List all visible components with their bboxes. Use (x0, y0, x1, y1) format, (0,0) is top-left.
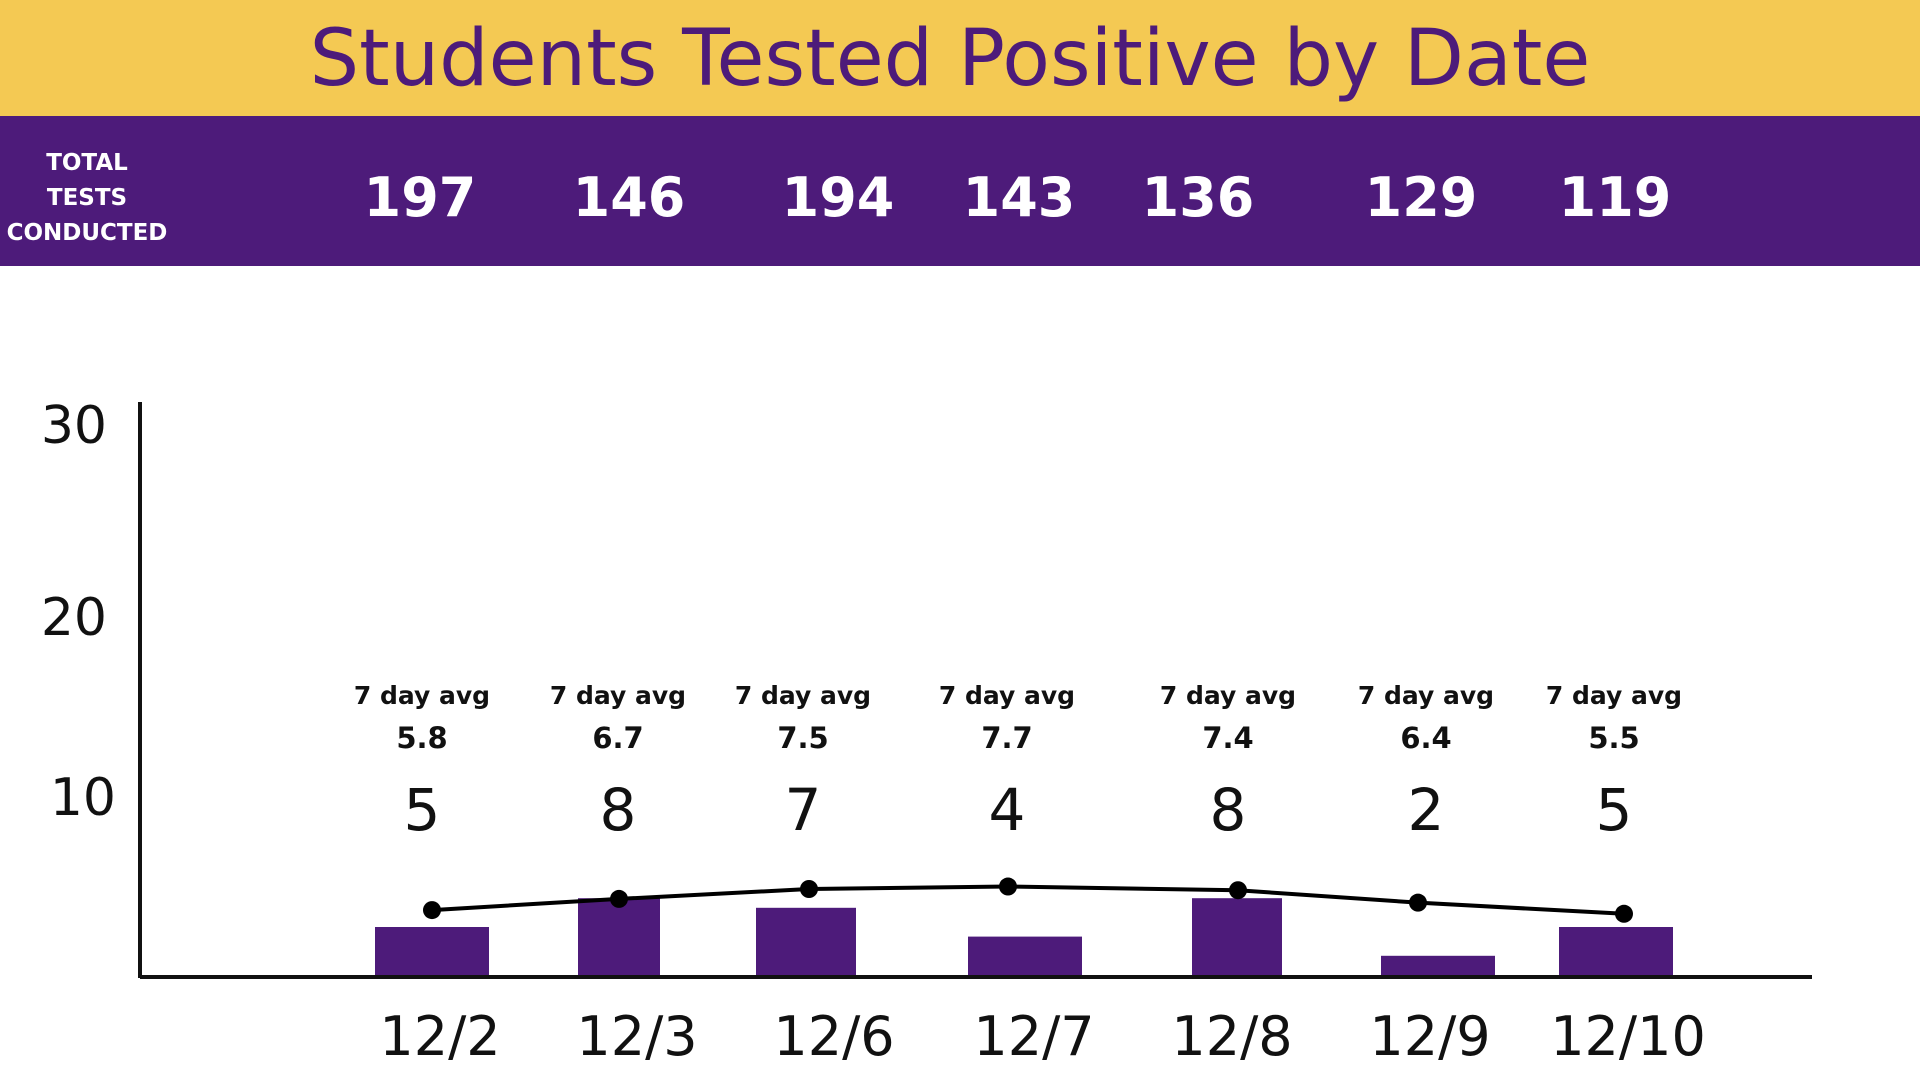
test-count-12-7: 143 (962, 166, 1076, 229)
x-tick-12-3: 12/3 (576, 1005, 697, 1068)
test-count-12-2: 197 (363, 166, 477, 229)
x-tick-12-6: 12/6 (773, 1005, 894, 1068)
positive-value-12-7: 4 (989, 776, 1026, 844)
avg-label-12-3: 7 day avg (550, 681, 686, 710)
avg-value-12-7: 7.7 (981, 721, 1032, 755)
x-tick-12-7: 12/7 (973, 1005, 1094, 1068)
avg-label-12-6: 7 day avg (735, 681, 871, 710)
avg-value-12-3: 6.7 (592, 721, 643, 755)
tests-label-line-2: TESTS (46, 185, 128, 211)
avg-point-12-8 (1229, 881, 1247, 900)
positive-value-12-10: 5 (1596, 776, 1633, 844)
avg-label-12-7: 7 day avg (939, 681, 1075, 710)
test-count-12-8: 136 (1141, 166, 1255, 229)
bar-12-7 (968, 936, 1082, 975)
positive-value-12-8: 8 (1210, 776, 1247, 844)
test-count-12-3: 146 (572, 166, 686, 229)
x-tick-12-2: 12/2 (379, 1005, 500, 1068)
x-tick-12-10: 12/10 (1550, 1005, 1706, 1068)
avg-point-12-3 (610, 889, 628, 908)
positive-value-12-2: 5 (404, 776, 441, 844)
chart-title: Students Tested Positive by Date (309, 14, 1591, 104)
avg-point-12-6 (800, 880, 818, 898)
avg-value-12-8: 7.4 (1202, 721, 1253, 755)
avg-label-12-9: 7 day avg (1358, 681, 1494, 710)
tests-label-line-1: TOTAL (46, 150, 128, 176)
bar-12-3 (578, 898, 660, 975)
avg-value-12-10: 5.5 (1588, 721, 1639, 755)
y-tick-label: 20 (41, 588, 107, 648)
positive-value-12-6: 7 (785, 776, 822, 844)
tests-label: TOTAL TESTS CONDUCTED (4, 146, 170, 251)
bar-12-6 (756, 907, 856, 975)
avg-value-12-6: 7.5 (777, 721, 828, 755)
y-tick-label: 30 (41, 396, 107, 456)
tests-label-line-3: CONDUCTED (6, 220, 168, 246)
x-tick-12-8: 12/8 (1171, 1005, 1292, 1068)
avg-point-12-2 (423, 901, 441, 920)
title-banner (0, 0, 1920, 116)
tests-banner (0, 116, 1920, 266)
bar-12-2 (375, 927, 489, 975)
positive-value-12-3: 8 (600, 776, 637, 844)
test-count-12-9: 129 (1364, 166, 1478, 229)
avg-label-12-8: 7 day avg (1160, 681, 1296, 710)
avg-label-12-2: 7 day avg (354, 681, 490, 710)
test-count-12-10: 119 (1558, 166, 1672, 229)
avg-value-12-9: 6.4 (1400, 721, 1451, 755)
avg-point-12-7 (999, 877, 1017, 896)
avg-point-12-9 (1409, 893, 1427, 912)
bar-12-9 (1381, 955, 1495, 975)
y-tick-label: 10 (50, 768, 116, 828)
test-count-12-6: 194 (781, 166, 895, 229)
bar-12-10 (1559, 927, 1673, 975)
positive-value-12-9: 2 (1408, 776, 1445, 844)
x-tick-12-9: 12/9 (1369, 1005, 1490, 1068)
avg-value-12-2: 5.8 (396, 721, 447, 755)
avg-label-12-10: 7 day avg (1546, 681, 1682, 710)
bar-12-8 (1192, 898, 1282, 975)
avg-point-12-10 (1615, 904, 1633, 923)
